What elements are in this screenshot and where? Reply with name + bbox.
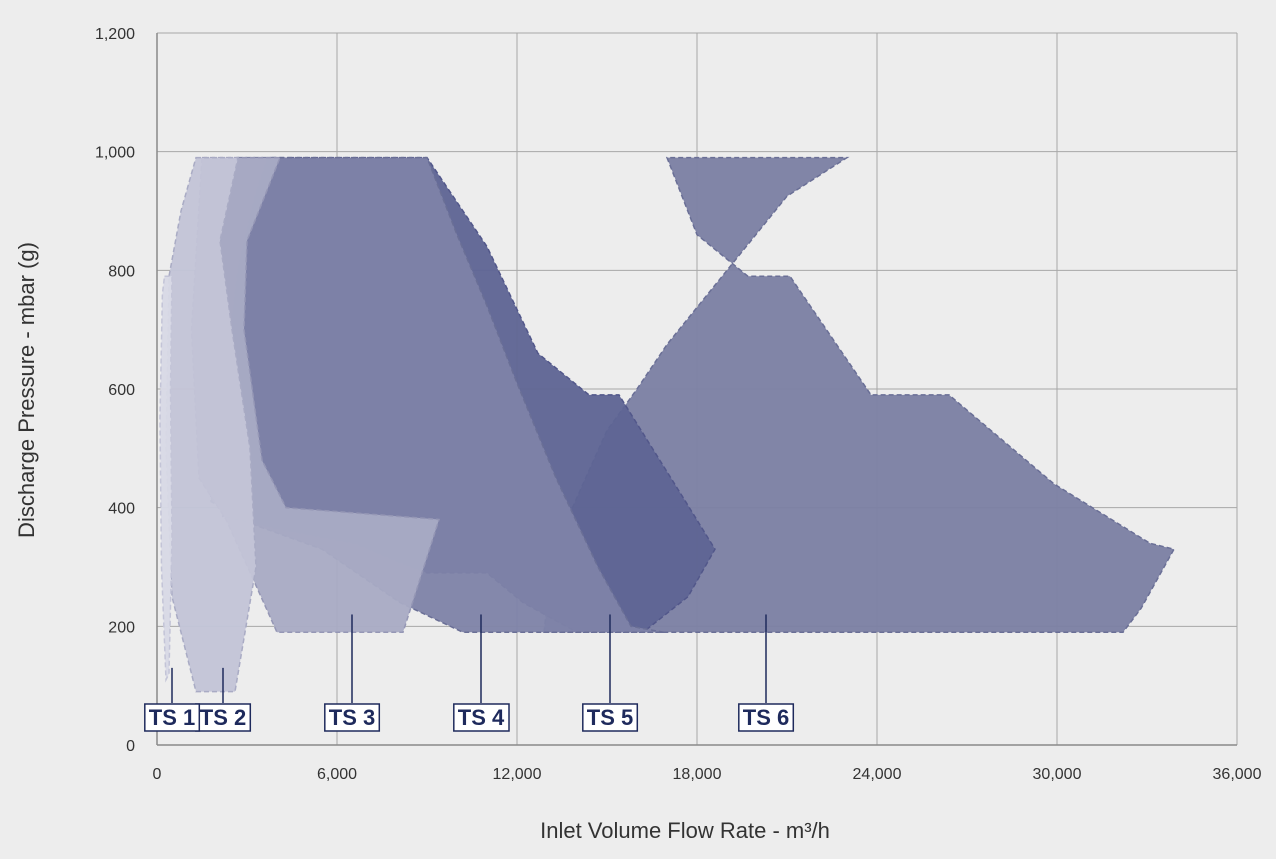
series-label-box-ts3 xyxy=(324,703,381,732)
series-area-ts6 xyxy=(543,156,1176,634)
series-label-box-ts1 xyxy=(144,703,201,732)
series-label-box-ts2 xyxy=(195,703,252,732)
x-axis-label: Inlet Volume Flow Rate - m³/h xyxy=(540,818,830,843)
series-label-ts3: TS 3 xyxy=(329,705,375,730)
series-label-box-ts6 xyxy=(738,703,795,732)
series-area-ts2 xyxy=(165,156,257,693)
x-tick-label: 18,000 xyxy=(673,766,722,783)
series-label-box-ts5 xyxy=(582,703,639,732)
series-label-ts6: TS 6 xyxy=(743,705,789,730)
y-tick-label: 800 xyxy=(108,263,135,280)
series-labels: TS 6 TS 5 TS 4 TS 3 TS 2TS 1 xyxy=(144,614,795,732)
y-tick-label: 400 xyxy=(108,501,135,518)
y-tick-label: 600 xyxy=(108,382,135,399)
series-label-ts5: TS 5 xyxy=(587,705,633,730)
y-axis-label: Discharge Pressure - mbar (g) xyxy=(14,242,39,538)
series-label-box-ts4 xyxy=(453,703,510,732)
series-label-ts1: TS 1 xyxy=(149,705,195,730)
y-tick-label: 0 xyxy=(126,738,135,755)
axes xyxy=(156,33,1237,746)
x-tick-label: 24,000 xyxy=(853,766,902,783)
x-tick-label: 0 xyxy=(153,766,162,783)
x-tick-label: 30,000 xyxy=(1033,766,1082,783)
x-tick-label: 6,000 xyxy=(317,766,357,783)
tick-labels: 0 6,000 12,000 18,000 24,000 30,000 36,000 0 200… xyxy=(95,26,1262,783)
y-tick-label: 1,000 xyxy=(95,145,135,162)
series-label-ts4: TS 4 xyxy=(458,705,505,730)
y-tick-label: 1,200 xyxy=(95,26,135,43)
y-tick-label: 200 xyxy=(108,619,135,636)
x-tick-label: 12,000 xyxy=(493,766,542,783)
series-area-ts1 xyxy=(159,275,173,683)
series-label-ts2: TS 2 xyxy=(200,705,246,730)
x-tick-label: 36,000 xyxy=(1213,766,1262,783)
series-areas xyxy=(159,156,1176,693)
